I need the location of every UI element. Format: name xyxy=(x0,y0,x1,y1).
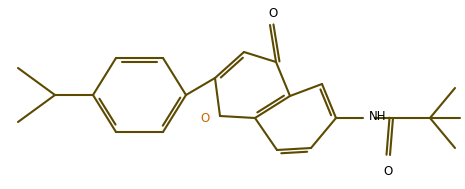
Text: NH: NH xyxy=(369,111,386,123)
Text: O: O xyxy=(201,112,210,125)
Text: O: O xyxy=(383,165,392,178)
Text: O: O xyxy=(268,7,278,20)
